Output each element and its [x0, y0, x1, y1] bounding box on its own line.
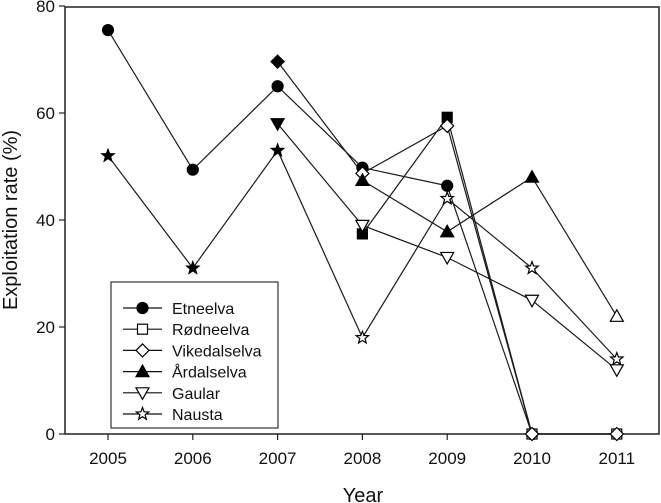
- legend-label: Vikedalselva: [172, 343, 262, 360]
- data-point-marker: [439, 251, 455, 266]
- y-tick-label: 80: [36, 0, 55, 16]
- x-tick-label: 2007: [259, 449, 297, 468]
- series-line-årdalselva: [362, 176, 618, 317]
- y-tick-label: 20: [36, 318, 55, 337]
- data-point-marker: [524, 169, 540, 183]
- x-tick-label: 2010: [513, 449, 551, 468]
- data-point-marker: [524, 426, 540, 442]
- y-tick-label: 0: [46, 425, 55, 444]
- x-tick-label: 2005: [89, 449, 127, 468]
- data-point-marker: [608, 350, 625, 366]
- x-tick-label: 2011: [599, 449, 636, 468]
- legend-label: Rødneelva: [172, 322, 249, 339]
- legend: Etneelva Rødneelva Vikedalselva Årdalselva G…: [110, 281, 279, 429]
- data-point-marker: [609, 308, 625, 322]
- legend-label: Gaular: [172, 386, 221, 403]
- legend-label: Nausta: [172, 407, 223, 424]
- data-point-marker: [439, 224, 455, 238]
- y-tick-label: 40: [36, 211, 55, 230]
- data-point-marker: [270, 54, 285, 69]
- data-point-marker: [441, 179, 454, 192]
- data-point-marker: [100, 147, 116, 163]
- legend-label: Etneelva: [172, 301, 234, 318]
- chart-axes: 0 20 40 60 80 2005 2006 2007 2008 2009 2010 2011: [36, 0, 660, 468]
- legend-marker-icon: [134, 405, 151, 421]
- x-tick-label: 2006: [174, 449, 212, 468]
- data-point-marker: [609, 364, 625, 378]
- series-line-gaular: [277, 123, 618, 371]
- series-markers: [100, 23, 625, 442]
- legend-marker-icon: [136, 323, 149, 335]
- data-point-marker: [609, 426, 625, 442]
- legend-marker-icon: [134, 363, 151, 378]
- x-tick-label: 2008: [343, 449, 381, 468]
- legend-marker-icon: [136, 301, 149, 315]
- data-point-marker: [184, 259, 201, 275]
- data-point-marker: [271, 80, 284, 93]
- data-point-marker: [354, 329, 371, 345]
- legend-label: Årdalselva: [172, 363, 247, 382]
- series-line-etneelva: [107, 29, 533, 435]
- data-point-marker: [524, 294, 540, 308]
- data-point-marker: [186, 163, 199, 176]
- x-tick-label: 2009: [428, 449, 466, 468]
- data-point-marker: [101, 23, 115, 37]
- data-point-marker: [439, 190, 456, 206]
- legend-marker-icon: [135, 343, 150, 358]
- x-axis-title: Year: [343, 485, 384, 503]
- data-point-marker: [524, 259, 540, 275]
- y-tick-label: 60: [36, 104, 55, 123]
- data-point-marker: [354, 172, 370, 187]
- data-point-marker: [354, 219, 370, 234]
- legend-marker-icon: [134, 387, 151, 401]
- data-point-marker: [270, 118, 286, 132]
- data-point-marker: [269, 142, 286, 158]
- y-axis-title: Exploitation rate (%): [0, 130, 22, 310]
- data-point-marker: [439, 118, 455, 134]
